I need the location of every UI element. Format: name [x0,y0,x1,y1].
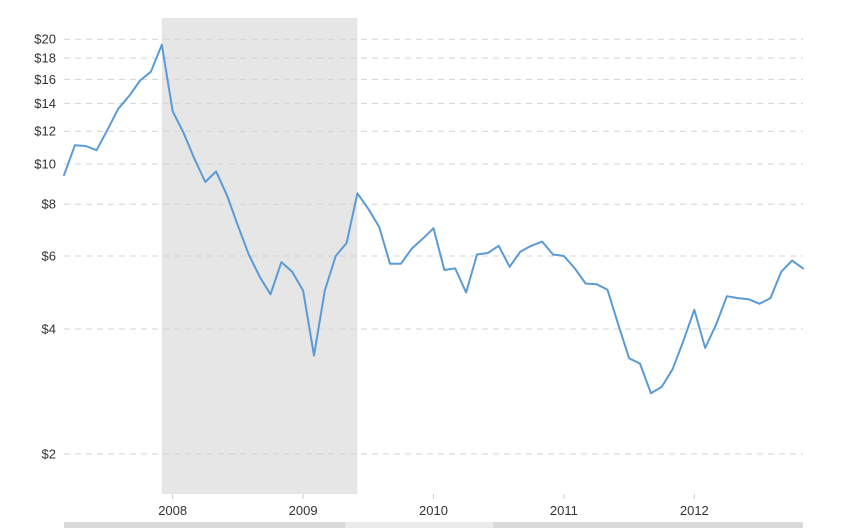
data-point [638,362,642,366]
navigator-window[interactable] [345,522,493,528]
data-point [432,226,436,230]
data-point [681,339,685,343]
data-point [605,288,609,292]
data-point [171,109,175,113]
y-tick-label: $10 [34,157,56,172]
data-point [366,207,370,211]
y-tick-label: $4 [42,322,56,337]
data-point [497,244,501,248]
x-tick-label: 2009 [289,503,318,518]
data-point [442,268,446,272]
data-point [573,266,577,270]
data-point [551,253,555,257]
data-point [421,237,425,241]
data-point [584,282,588,286]
data-point [84,144,88,148]
y-tick-label: $8 [42,197,56,212]
gridlines [64,38,803,455]
data-point [540,240,544,244]
data-point [529,244,533,248]
data-point [475,253,479,257]
data-point [149,70,153,74]
data-point [714,323,718,327]
data-point [116,107,120,111]
data-point [105,128,109,132]
x-tick-label: 2008 [158,503,187,518]
data-point [268,292,272,296]
data-point [399,262,403,266]
data-point [312,354,316,358]
data-point [768,296,772,300]
x-tick-label: 2011 [550,503,578,518]
data-point [453,266,457,270]
data-point [203,180,207,184]
data-point [649,391,653,395]
shaded-region-layer [161,18,358,494]
y-tick-label: $2 [42,446,56,461]
data-point [410,247,414,251]
data-point [508,265,512,269]
data-point [801,266,805,270]
data-point [192,157,196,161]
data-point [758,302,762,306]
x-tick-label: 2010 [419,503,448,518]
x-tick-label: 2012 [680,503,709,518]
data-point [660,385,664,389]
data-point [279,260,283,264]
data-point [595,282,599,286]
y-tick-label: $12 [34,124,56,139]
navigator-bar[interactable] [64,522,803,528]
data-point [160,43,164,47]
data-point [182,131,186,135]
data-point [290,270,294,274]
data-point [725,294,729,298]
data-point [388,262,392,266]
y-tick-label: $18 [34,51,56,66]
data-point [486,251,490,255]
data-point [747,297,751,301]
data-point [323,289,327,293]
data-point [627,356,631,360]
data-point [247,253,251,257]
data-point [334,254,338,258]
y-axis: $20 $18 $16 $14 $12 $10 $8 $6 $4 $2 [34,32,56,462]
y-tick-label: $20 [34,32,56,47]
data-point [736,296,740,300]
data-point [377,225,381,229]
data-point [518,250,522,254]
y-tick-label: $6 [42,249,56,264]
data-point [214,169,218,173]
data-point [692,308,696,312]
data-point [790,259,794,263]
data-point [345,241,349,245]
data-point [562,254,566,258]
data-point [225,193,229,197]
y-tick-label: $16 [34,72,56,87]
data-point [779,270,783,274]
x-axis: 2008 2009 2010 2011 2012 [158,494,709,518]
data-point [464,290,468,294]
data-point [671,367,675,371]
data-point [127,94,131,98]
data-point [355,191,359,195]
data-point [236,224,240,228]
series-layer [62,43,805,395]
data-point [73,143,77,147]
series-line [63,43,804,395]
data-point [258,275,262,279]
y-tick-label: $14 [34,96,56,111]
data-point [301,289,305,293]
data-point [62,173,66,177]
data-point [703,346,707,350]
data-point [95,148,99,152]
data-point [138,79,142,83]
shaded-region [161,18,358,494]
data-point [616,323,620,327]
